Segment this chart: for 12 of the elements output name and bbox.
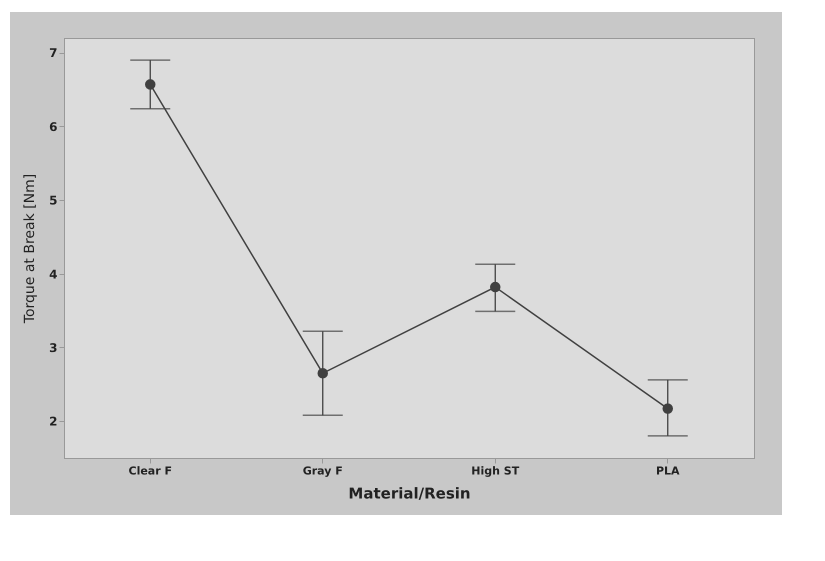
y-tick-label: 7 xyxy=(49,46,58,60)
y-tick-label: 4 xyxy=(49,267,58,282)
y-tick-label: 2 xyxy=(49,414,58,429)
y-tick-label: 3 xyxy=(49,340,58,355)
x-tick-label: High ST xyxy=(471,464,520,478)
x-axis-title: Material/Resin xyxy=(348,484,471,502)
y-tick-label: 5 xyxy=(49,194,58,208)
x-tick-label: PLA xyxy=(656,464,680,478)
y-axis-title: Torque at Break [Nm] xyxy=(22,174,38,324)
x-tick-label: Clear F xyxy=(128,464,172,478)
x-tick-label: Gray F xyxy=(302,464,343,478)
y-tick-label: 6 xyxy=(49,120,58,134)
